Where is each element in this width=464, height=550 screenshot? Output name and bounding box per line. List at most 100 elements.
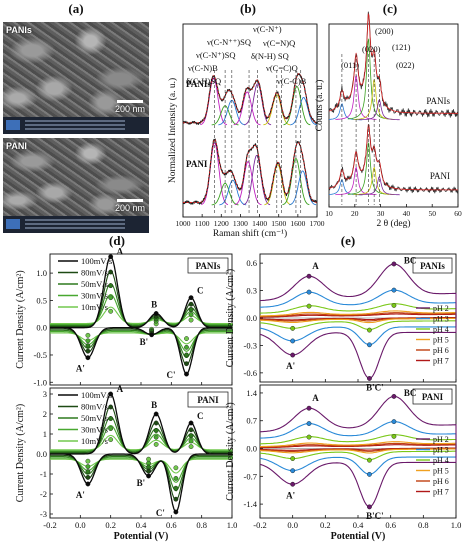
peak-marker: [173, 475, 179, 481]
raman-band-component: [219, 179, 247, 206]
peak-marker: [184, 336, 189, 342]
y-tick-label: -2: [40, 489, 47, 499]
legend-label: 100mV/s: [81, 256, 112, 266]
x-tick-label: 20: [351, 209, 359, 218]
panel-tag-box: [187, 391, 229, 408]
peak-marker: [367, 327, 372, 333]
peak-marker: [173, 509, 179, 515]
panel-tag: PANIs: [196, 261, 221, 271]
peak-label: A': [76, 490, 85, 500]
peak-marker: [108, 404, 114, 410]
panel-label: (d): [109, 233, 125, 248]
y-tick-label: -3: [40, 509, 47, 519]
peak-marker: [188, 438, 194, 444]
peak-marker: [153, 434, 159, 440]
peak-marker: [108, 426, 114, 431]
raman-band-component: [200, 77, 228, 126]
x-tick-label: 50: [428, 209, 436, 218]
peak-label: A': [286, 361, 295, 371]
peak-label: C': [167, 370, 176, 380]
peak-label: (020): [362, 44, 381, 54]
peak-marker: [108, 254, 114, 260]
legend-label: 30mV/s: [81, 291, 108, 301]
peak-marker: [108, 437, 114, 442]
sem-image-pani: PANI 200 nm: [3, 138, 149, 233]
peak-label: B: [151, 400, 157, 410]
peak-marker: [85, 458, 91, 464]
peak-marker: [173, 465, 179, 471]
y-tick-label: -0.7: [244, 471, 257, 481]
raman-band-component: [243, 154, 271, 206]
band-label: ν(C-N)B: [188, 63, 218, 73]
raman-band-component: [234, 161, 262, 206]
peak-marker: [290, 468, 296, 474]
peak-marker: [367, 342, 372, 348]
peak-marker: [306, 434, 312, 440]
legend-label: pH 2: [433, 435, 449, 444]
y-axis-label: Current Density (A/cm²): [225, 402, 236, 501]
x-tick-label: 0.0: [287, 520, 298, 530]
y-tick-label: 0.7: [246, 416, 257, 426]
legend-label: 30mV/s: [81, 425, 108, 435]
x-tick-label: 0.2: [320, 520, 331, 530]
y-tick-label: 1.0: [36, 268, 47, 278]
sem-info-bar: [3, 117, 149, 134]
xrd-fit-envelope: [328, 124, 458, 191]
peak-marker: [188, 427, 194, 433]
peak-marker: [188, 433, 194, 439]
peak-marker: [290, 352, 296, 358]
y-axis-label: Current Density (A/cm²): [15, 404, 26, 503]
x-tick-label: -0.2: [43, 520, 56, 530]
y-tick-label: 0.5: [36, 295, 47, 305]
peak-label: A': [76, 364, 85, 374]
peak-marker: [306, 405, 312, 411]
raman-band-component: [282, 158, 310, 206]
xrd-plot-frame: [328, 23, 459, 208]
peak-marker: [290, 456, 296, 461]
x-tick-label: 0.8: [418, 520, 429, 530]
peak-label: BC: [404, 388, 417, 398]
peak-label: B': [140, 337, 149, 347]
peak-marker: [367, 457, 372, 463]
raman-band-component: [211, 182, 239, 206]
peak-marker: [146, 456, 151, 462]
sem-label: PANIs: [6, 25, 32, 35]
panel-label: (a): [68, 1, 83, 16]
sem-label: PANI: [6, 141, 27, 151]
peak-marker: [391, 303, 397, 308]
peak-label: B'C': [366, 382, 384, 392]
legend-label: 80mV/s: [81, 268, 108, 278]
scale-bar: 200 nm: [115, 100, 145, 114]
peak-label: BC: [404, 256, 417, 266]
x-tick-label: 0.6: [166, 520, 177, 530]
peak-marker: [184, 352, 189, 358]
y-tick-label: 3: [43, 389, 47, 399]
peak-marker: [153, 420, 159, 426]
peak-marker: [108, 295, 114, 301]
panel-label: (c): [383, 1, 397, 16]
peak-label: (200): [375, 26, 394, 36]
legend-label: pH 2: [433, 304, 449, 313]
peak-marker: [173, 485, 179, 491]
legend-label: pH 3: [433, 315, 449, 324]
y-tick-label: -1.4: [244, 499, 258, 509]
xrd-pattern-pani: [328, 124, 459, 194]
peak-marker: [391, 287, 397, 293]
peak-marker: [85, 343, 91, 349]
band-label: δ(N-H) SQ: [251, 51, 289, 61]
legend-label: pH 3: [433, 446, 449, 455]
peak-marker: [188, 301, 194, 307]
band-label: δ(C-H)SQ: [186, 76, 221, 86]
x-tick-label: 1400: [252, 219, 267, 228]
peak-marker: [290, 325, 296, 331]
sem-micrograph: [3, 138, 149, 216]
raman-band-component: [290, 97, 318, 126]
peak-marker: [108, 283, 114, 289]
raman-band-component: [283, 86, 311, 126]
legend-label: pH 5: [433, 467, 449, 476]
peak-marker: [367, 504, 372, 510]
xrd-fit-envelope: [328, 13, 458, 114]
series-label: PANIs: [186, 79, 211, 89]
peak-label: (121): [392, 42, 411, 52]
peak-marker: [188, 317, 194, 323]
